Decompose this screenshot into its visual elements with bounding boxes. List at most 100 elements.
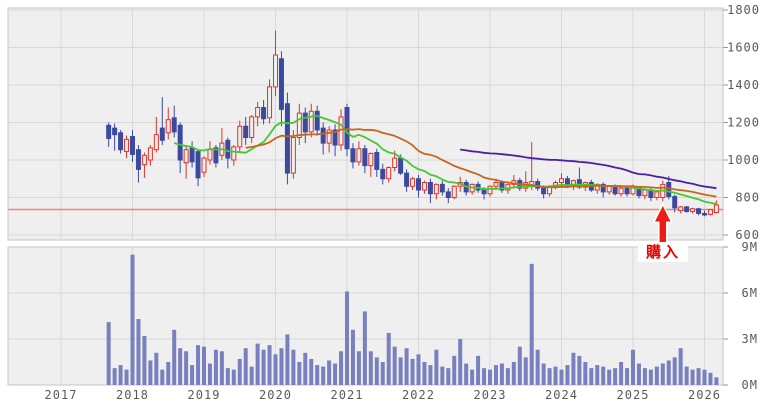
candle-up	[606, 185, 612, 193]
volume-bar	[648, 369, 653, 385]
candle-down	[481, 189, 487, 195]
volume-bar	[493, 365, 498, 385]
candle-up	[493, 182, 499, 187]
volume-axis-label: 3M	[742, 332, 758, 346]
candle-down	[535, 181, 541, 189]
volume-bar	[267, 345, 272, 385]
volume-bar	[339, 351, 344, 385]
volume-bar	[517, 346, 522, 385]
candle-down	[261, 107, 267, 120]
x-axis-year-label: 2018	[116, 388, 149, 402]
x-axis-year-label: 2023	[474, 388, 507, 402]
price-axis-label: 1000	[727, 153, 760, 167]
candle-down	[624, 187, 630, 195]
volume-bar	[350, 329, 355, 385]
volume-bar	[499, 363, 504, 385]
volume-bar	[488, 369, 492, 385]
price-axis-label: 1800	[727, 3, 760, 17]
volume-bar	[196, 345, 201, 385]
x-axis-year-label: 2025	[617, 388, 650, 402]
candle-down	[696, 208, 702, 214]
candle-down	[684, 206, 690, 213]
volume-bar	[166, 362, 171, 385]
volume-bar	[660, 363, 665, 385]
candle-down	[302, 112, 308, 133]
candle-down	[702, 212, 707, 216]
candle-down	[177, 124, 183, 161]
volume-bar	[601, 366, 606, 385]
volume-bar	[642, 368, 647, 385]
volume-bar	[374, 357, 379, 385]
candle-down	[243, 125, 249, 138]
candle-up	[249, 116, 255, 138]
volume-bar	[559, 369, 564, 385]
volume-bar	[118, 365, 123, 385]
volume-bar	[190, 365, 195, 385]
candle-up	[165, 119, 171, 134]
candle-up	[273, 54, 278, 88]
price-axis-label: 800	[735, 191, 760, 205]
x-axis-year-label: 2017	[45, 388, 78, 402]
volume-bar	[672, 357, 677, 385]
candle-up	[147, 147, 153, 161]
price-axis-label: 1600	[727, 41, 760, 55]
volume-bar	[362, 311, 367, 385]
volume-bar	[625, 368, 630, 385]
volume-bar	[565, 365, 570, 385]
candle-down	[135, 149, 141, 170]
volume-bar	[213, 349, 218, 385]
volume-bar	[356, 351, 361, 385]
volume-axis-label: 6M	[742, 286, 758, 300]
candle-down	[189, 147, 195, 163]
volume-bar	[386, 332, 391, 385]
candle-up	[451, 185, 457, 198]
candle-up	[290, 137, 296, 174]
volume-bar	[684, 366, 689, 385]
volume-bar	[172, 329, 177, 385]
candle-down	[118, 132, 124, 151]
volume-bar	[315, 365, 320, 385]
x-axis-year-label: 2020	[259, 388, 292, 402]
volume-bar	[702, 369, 707, 385]
volume-bar	[309, 358, 314, 385]
candle-up	[487, 185, 493, 195]
candle-up	[153, 134, 159, 151]
candle-up	[678, 206, 684, 212]
volume-bar	[404, 348, 409, 385]
volume-bar	[124, 369, 129, 385]
x-axis-year-label: 2022	[402, 388, 435, 402]
candle-down	[398, 157, 404, 174]
volume-bar	[130, 254, 135, 385]
volume-axis-label: 9M	[742, 240, 758, 254]
volume-bar	[607, 369, 612, 385]
volume-bar	[636, 363, 641, 385]
candle-down	[130, 136, 135, 155]
candle-up	[713, 204, 719, 213]
candle-down	[445, 191, 451, 198]
candle-down	[427, 182, 433, 195]
candle-down	[380, 168, 386, 180]
candle-up	[356, 148, 362, 163]
candle-up	[255, 107, 261, 118]
volume-bar	[631, 349, 635, 385]
volume-bar	[440, 366, 445, 385]
volume-bar	[434, 349, 439, 385]
volume-bar	[666, 360, 671, 385]
volume-bar	[178, 348, 183, 385]
volume-bar	[553, 366, 558, 385]
volume-bar	[708, 372, 713, 385]
candle-up	[630, 187, 636, 195]
volume-bar	[595, 365, 600, 385]
volume-bar	[345, 291, 349, 385]
volume-bar	[535, 349, 540, 385]
volume-bar	[571, 352, 576, 385]
volume-bar	[273, 354, 278, 385]
volume-bar	[410, 358, 415, 385]
volume-bar	[154, 352, 159, 385]
volume-bar	[237, 358, 242, 385]
volume-bar	[529, 263, 534, 385]
volume-bar	[589, 368, 594, 385]
volume-bar	[207, 363, 212, 385]
x-axis-year-label: 2024	[545, 388, 578, 402]
